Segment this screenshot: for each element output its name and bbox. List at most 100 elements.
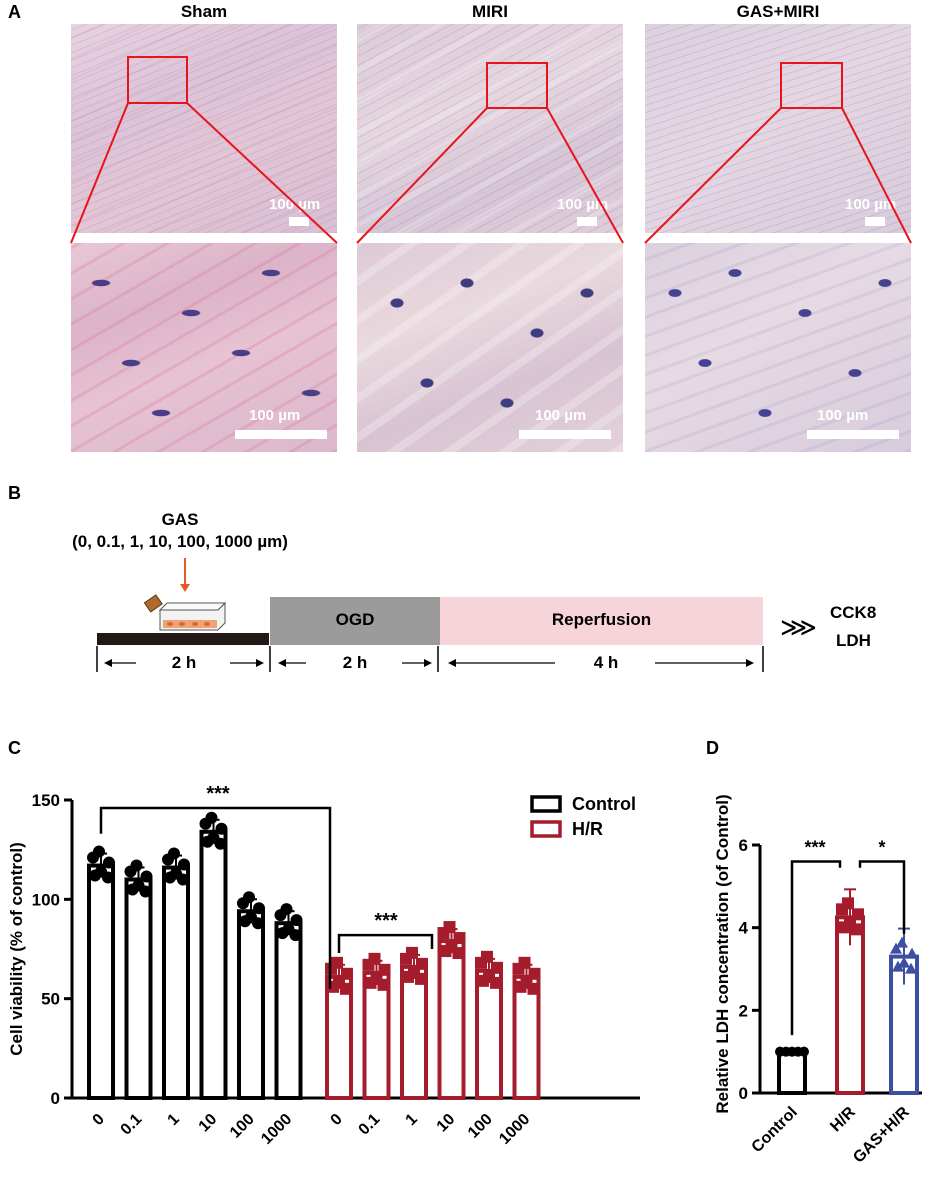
x-tick-label: GAS+H/R [850, 1103, 913, 1166]
zoom-line [70, 102, 129, 244]
x-tick-label: 0.1 [118, 1111, 146, 1139]
histology-image-gas-miri-high: 100 µm [645, 243, 911, 452]
scale-bar [235, 430, 327, 439]
bar [512, 974, 541, 1101]
y-axis-label: Relative LDH concentration (of Control) [713, 794, 732, 1113]
histology-image-miri-high: 100 µm [357, 243, 623, 452]
bar [124, 877, 153, 1100]
x-tick-label: 0.1 [356, 1111, 384, 1139]
data-point [102, 871, 114, 884]
scale-bar [289, 217, 309, 226]
data-point [799, 1046, 809, 1057]
duration-reperfusion: 4 h [593, 653, 619, 672]
data-point [443, 921, 456, 934]
y-tick-label: 2 [739, 1001, 748, 1020]
protocol-diagram [96, 558, 764, 672]
data-point [842, 897, 854, 910]
data-point [253, 902, 265, 915]
bar [362, 970, 391, 1100]
bar [325, 974, 353, 1101]
pretreatment-bar [97, 633, 269, 645]
data-point [528, 967, 541, 980]
zoom-box-gas-miri [780, 62, 843, 109]
scale-label: 100 µm [557, 196, 609, 213]
readout-ldh: LDH [836, 631, 871, 650]
zoom-line [841, 107, 912, 244]
data-point [126, 883, 139, 896]
data-point [215, 822, 228, 835]
panel-label-c: C [8, 738, 21, 758]
triple-chevron-icon: ⋙ [780, 612, 817, 642]
scale-bar [865, 217, 885, 226]
y-tick-label: 0 [739, 1084, 748, 1103]
data-point [415, 972, 427, 985]
x-tick-label: 10 [196, 1111, 221, 1136]
scale-bar [519, 430, 611, 439]
data-point [252, 917, 264, 930]
data-point [838, 921, 850, 934]
legend-swatch [530, 795, 562, 813]
bar [87, 863, 115, 1100]
bar [237, 909, 265, 1100]
data-point [214, 837, 227, 850]
data-point [368, 952, 381, 965]
data-point [140, 870, 153, 883]
scale-label: 100 µm [249, 407, 301, 424]
data-point [364, 976, 377, 989]
data-point [164, 871, 176, 884]
data-point [890, 942, 902, 954]
data-point [239, 915, 251, 928]
data-point [340, 982, 352, 995]
x-tick-label: 100 [227, 1111, 258, 1142]
data-point [490, 976, 502, 989]
data-point [851, 923, 863, 936]
bar [199, 829, 228, 1101]
x-tick-label: 10 [434, 1111, 459, 1136]
data-point [906, 947, 918, 959]
y-tick-label: 0 [51, 1089, 60, 1108]
legend-label: H/R [572, 819, 603, 839]
zoom-box-miri [486, 62, 548, 109]
scale-bar [807, 430, 899, 439]
data-point [453, 932, 466, 945]
significance-stars: *** [374, 910, 398, 932]
bar [400, 964, 428, 1100]
data-point [896, 936, 908, 948]
data-point [201, 835, 214, 848]
data-point [243, 891, 255, 904]
data-point [89, 869, 101, 882]
drug-concentrations: (0, 0.1, 1, 10, 100, 1000 µm) [72, 532, 288, 551]
panel-label-a: A [8, 2, 21, 22]
x-tick-label: 1 [403, 1111, 421, 1129]
data-point [439, 945, 452, 958]
data-point [527, 982, 540, 995]
significance-stars: *** [804, 838, 825, 858]
y-tick-label: 100 [32, 890, 60, 909]
scale-label: 100 µm [535, 407, 587, 424]
data-point [852, 908, 864, 921]
scale-label: 100 µm [817, 407, 869, 424]
scale-label: 100 µm [845, 196, 897, 213]
bar [274, 921, 303, 1100]
data-point [289, 929, 302, 942]
x-tick-label: 100 [465, 1111, 496, 1142]
histology-image-sham-high: 100 µm [71, 243, 337, 452]
group-title-gas-miri: GAS+MIRI [736, 2, 820, 21]
data-point [898, 956, 910, 968]
bar [475, 968, 503, 1100]
zoom-line [356, 107, 488, 244]
addition-arrow-head [180, 584, 190, 592]
bar [777, 1049, 807, 1095]
histology-image-sham-low: 100 µm [71, 24, 337, 233]
data-point [276, 927, 289, 940]
y-axis-label: Cell viability (% of control) [7, 842, 26, 1055]
data-point [402, 970, 414, 983]
data-point [416, 957, 428, 970]
significance-stars: * [878, 838, 885, 858]
legend-swatch [530, 820, 562, 838]
x-tick-label: H/R [827, 1103, 859, 1135]
x-tick-label: Control [749, 1104, 801, 1156]
bar [437, 939, 466, 1100]
data-point [406, 946, 418, 959]
data-point [491, 961, 503, 974]
